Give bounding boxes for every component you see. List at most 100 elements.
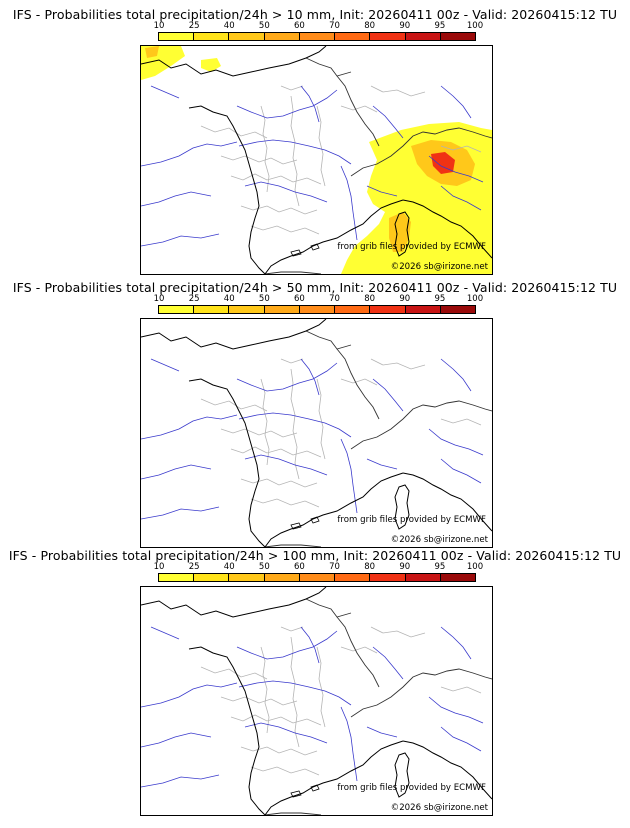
country-border: [305, 330, 352, 350]
river: [428, 696, 484, 724]
admin-border: [316, 646, 326, 728]
copyright-credit: ©2026 sb@irizone.net: [390, 803, 488, 813]
river: [141, 191, 212, 207]
colorbar-tick-label: 80: [364, 21, 376, 31]
colorbar-bin: [194, 574, 230, 581]
coastline: [264, 472, 404, 547]
river: [238, 680, 352, 706]
colorbar-bin: [264, 306, 300, 313]
source-credit: from grib files provided by ECMWF: [337, 242, 486, 252]
river: [340, 706, 358, 782]
copyright-credit: ©2026 sb@irizone.net: [390, 262, 488, 272]
river: [236, 362, 338, 392]
colorbar-tick-label: 90: [399, 562, 411, 572]
river: [366, 458, 398, 470]
colorbar-bin: [299, 33, 336, 40]
river: [244, 722, 328, 744]
admin-border: [220, 696, 298, 706]
coastline: [402, 199, 492, 259]
river: [141, 233, 220, 247]
river: [340, 438, 358, 514]
forecast-panel-100mm: IFS - Probabilities total precipitation/…: [0, 548, 630, 818]
map-france[interactable]: from grib files provided by ECMWF ©2026 …: [140, 318, 493, 548]
coastline: [402, 472, 492, 532]
river: [366, 185, 398, 197]
map-france[interactable]: from grib files provided by ECMWF ©2026 …: [140, 586, 493, 816]
river: [440, 85, 472, 119]
river: [428, 428, 484, 456]
colorbar-tick-label: 40: [223, 21, 235, 31]
colorbar-bin: [370, 306, 406, 313]
river: [238, 139, 352, 165]
colorbar-bin: [194, 306, 230, 313]
river: [244, 181, 328, 203]
colorbar-bin: [440, 306, 475, 313]
admin-border: [240, 205, 318, 215]
colorbar-tick-label: 25: [188, 21, 200, 31]
river: [372, 646, 404, 680]
country-border: [350, 127, 492, 177]
colorbar-bin: [370, 33, 406, 40]
colorbar-tick-label: 25: [188, 562, 200, 572]
admin-border: [316, 105, 326, 187]
probability-colorbar: 10 25 40 50 60 70 80 90 95 100: [154, 294, 483, 318]
admin-border: [260, 105, 270, 193]
coastline: [141, 46, 327, 77]
river: [141, 414, 238, 440]
river: [238, 412, 352, 438]
river: [440, 458, 482, 484]
river: [141, 682, 238, 708]
colorbar-tick-label: 100: [466, 562, 484, 572]
river: [236, 630, 338, 660]
forecast-panel-50mm: IFS - Probabilities total precipitation/…: [0, 280, 630, 550]
map-drawing: [141, 319, 492, 547]
colorbar-tick-label: 10: [153, 294, 165, 304]
admin-border: [316, 378, 326, 460]
colorbar-bin: [405, 306, 441, 313]
colorbar-tick-label: 60: [294, 294, 305, 304]
river: [244, 454, 328, 476]
admin-border: [280, 626, 304, 632]
colorbar-bin: [229, 306, 265, 313]
river: [372, 105, 404, 139]
map-drawing: [141, 46, 492, 274]
river: [300, 358, 320, 396]
coastline: [264, 740, 404, 815]
country-border: [305, 598, 352, 618]
island-coastline: [290, 522, 302, 530]
admin-border: [440, 686, 482, 694]
river: [440, 358, 472, 392]
country-border: [305, 57, 352, 77]
colorbar-tick-label: 95: [434, 562, 446, 572]
admin-border: [340, 646, 378, 654]
map-france[interactable]: from grib files provided by ECMWF ©2026 …: [140, 45, 493, 275]
colorbar-bin: [405, 33, 441, 40]
corsica-coastline: [394, 752, 410, 798]
precip-area-channel-mid: [145, 46, 159, 58]
probability-colorbar: 10 25 40 50 60 70 80 90 95 100: [154, 21, 483, 45]
colorbar-tick-label: 80: [364, 562, 376, 572]
colorbar-tick-label: 70: [329, 294, 340, 304]
river: [366, 726, 398, 738]
admin-border: [240, 478, 318, 488]
colorbar-tick-label: 60: [294, 562, 305, 572]
colorbar-tick-label: 95: [434, 294, 446, 304]
colorbar-tick-label: 25: [188, 294, 200, 304]
colorbar-tick-label: 90: [399, 294, 411, 304]
admin-border: [260, 378, 270, 466]
country-border: [336, 348, 380, 420]
river: [372, 378, 404, 412]
colorbar-bin: [229, 574, 265, 581]
river: [300, 85, 320, 123]
island-coastline: [310, 243, 320, 251]
admin-border: [440, 145, 482, 153]
colorbar-tick-label: 10: [153, 21, 165, 31]
map-drawing: [141, 587, 492, 815]
colorbar-bin: [264, 574, 300, 581]
admin-border: [230, 446, 322, 458]
probability-colorbar: 10 25 40 50 60 70 80 90 95 100: [154, 562, 483, 586]
island-coastline: [310, 516, 320, 524]
river: [141, 141, 238, 167]
admin-border: [250, 766, 320, 776]
country-border: [350, 668, 492, 718]
